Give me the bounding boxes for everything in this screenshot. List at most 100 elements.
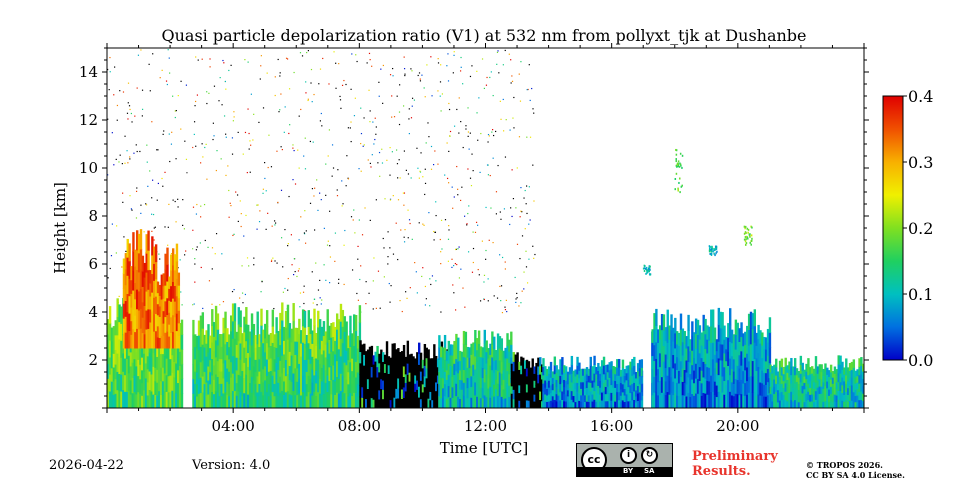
aerosol-cell [504, 367, 507, 379]
aerosol-cell [608, 400, 611, 408]
aerosol-cell [228, 383, 231, 397]
aerosol-cell [479, 366, 483, 378]
aerosol-cell [395, 349, 398, 360]
aerosol-cell [657, 381, 660, 396]
noise-speck [303, 302, 305, 305]
cloud-speck [744, 243, 747, 246]
noise-speck [200, 162, 202, 164]
aerosol-cell [729, 358, 732, 376]
aerosol-cell [807, 358, 810, 367]
aerosol-cell [757, 338, 760, 354]
noise-speck [457, 194, 459, 196]
aerosol-cell [704, 333, 707, 350]
aerosol-cell [778, 384, 782, 393]
aerosol-cell [216, 360, 220, 377]
noise-speck [174, 116, 176, 119]
noise-speck [401, 310, 403, 313]
aerosol-cell [168, 312, 171, 325]
aerosol-cell [555, 379, 558, 388]
aerosol-cell [600, 360, 604, 369]
aerosol-cell [349, 377, 352, 394]
aerosol-cell [816, 373, 820, 381]
noise-speck [440, 251, 442, 253]
noise-speck [335, 87, 337, 89]
aerosol-cell [683, 369, 686, 383]
aerosol-cell [734, 334, 738, 350]
noise-speck [111, 132, 113, 134]
aerosol-cell [125, 341, 129, 359]
noise-speck [383, 276, 385, 278]
aerosol-cell [580, 368, 583, 376]
aerosol-cell [708, 394, 711, 408]
noise-speck [195, 145, 197, 147]
aerosol-cell [374, 389, 377, 400]
aerosol-cell [477, 356, 481, 370]
aerosol-cell [443, 395, 447, 408]
aerosol-cell [205, 330, 208, 344]
aerosol-cell [468, 397, 471, 408]
aerosol-cell [337, 393, 341, 408]
aerosol-cell [429, 366, 432, 376]
noise-speck [253, 257, 255, 259]
noise-speck [511, 75, 513, 77]
aerosol-cell [824, 370, 827, 379]
noise-speck [304, 310, 306, 312]
aerosol-cell [114, 334, 117, 350]
aerosol-cell [523, 400, 527, 408]
noise-speck [109, 267, 111, 270]
noise-speck [504, 309, 507, 311]
noise-speck [345, 83, 347, 86]
aerosol-cell [347, 383, 350, 397]
aerosol-cell [222, 317, 225, 334]
aerosol-cell [275, 317, 278, 333]
aerosol-cell [435, 399, 438, 408]
aerosol-cell [655, 308, 658, 326]
aerosol-cell [356, 359, 360, 373]
aerosol-cell [150, 390, 153, 408]
aerosol-cell [154, 353, 157, 368]
aerosol-cell [627, 379, 630, 388]
noise-speck [403, 192, 406, 194]
noise-speck [462, 287, 464, 289]
aerosol-cell [795, 368, 799, 376]
aerosol-cell [168, 336, 171, 349]
aerosol-cell [408, 354, 411, 364]
noise-speck [297, 270, 300, 272]
aerosol-cell [487, 388, 490, 399]
noise-speck [426, 64, 428, 66]
noise-speck [280, 93, 282, 95]
noise-speck [465, 128, 467, 130]
aerosol-cell [508, 339, 511, 352]
noise-speck [387, 231, 389, 233]
aerosol-cell [814, 364, 818, 374]
aerosol-cell [811, 387, 814, 395]
aerosol-cell [433, 344, 436, 356]
aerosol-cell [527, 368, 531, 378]
cloud-speck [710, 248, 713, 251]
aerosol-cell [122, 352, 125, 372]
aerosol-cell [382, 389, 385, 400]
aerosol-cell [564, 394, 568, 402]
aerosol-cell [572, 389, 575, 397]
aerosol-cell [657, 329, 660, 343]
noise-speck [323, 264, 325, 266]
aerosol-cell [811, 373, 814, 381]
noise-speck [159, 77, 161, 79]
aerosol-cell [710, 325, 713, 343]
aerosol-cell [587, 394, 591, 402]
aerosol-cell [845, 374, 848, 384]
aerosol-cell [818, 386, 821, 394]
aerosol-cell [811, 380, 814, 388]
aerosol-cell [162, 323, 165, 337]
aerosol-cell [354, 330, 358, 347]
noise-speck [293, 71, 295, 74]
noise-speck [408, 219, 411, 221]
noise-speck [466, 224, 468, 226]
noise-speck [274, 260, 276, 262]
aerosol-cell [447, 374, 451, 387]
aerosol-cell [719, 391, 722, 408]
aerosol-cell [662, 314, 666, 331]
noise-speck [175, 109, 177, 112]
aerosol-cell [315, 357, 318, 371]
aerosol-cell [133, 375, 136, 393]
